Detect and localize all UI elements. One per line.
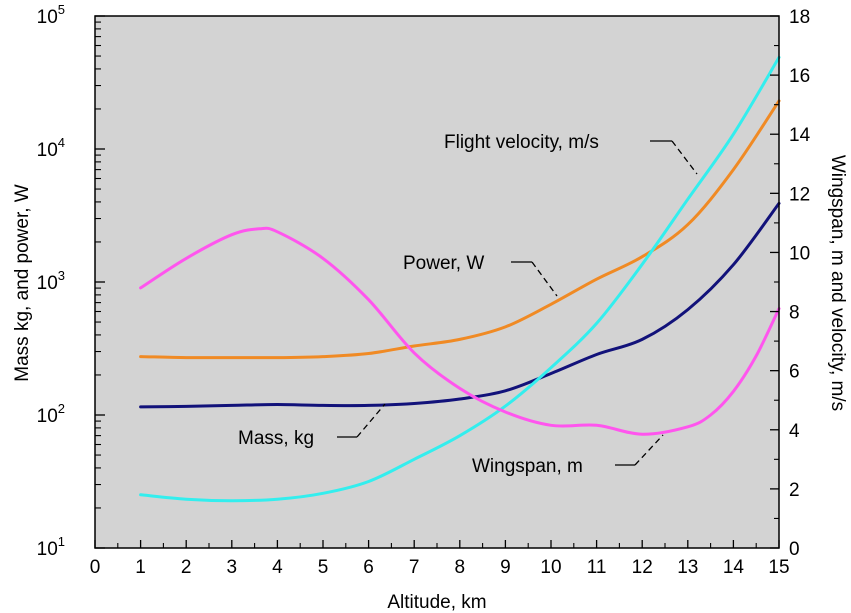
- x-tick-label: 9: [500, 557, 511, 578]
- x-tick-label: 6: [363, 557, 374, 578]
- x-tick-label: 7: [409, 557, 420, 578]
- annotation-layer: Flight velocity, m/s Power, W Mass, kg W…: [238, 132, 698, 477]
- x-tick-label: 11: [587, 557, 607, 578]
- annotation-leader: [531, 261, 558, 297]
- annotation-leader: [634, 434, 664, 466]
- x-tick-label: 2: [181, 557, 192, 578]
- plot-area: [95, 16, 779, 548]
- y-right-tick-label: 0: [789, 539, 800, 560]
- y-left-axis-title: Mass kg, and power, W: [12, 184, 33, 382]
- series-layer: [139, 55, 781, 503]
- y-right-tick-label: 2: [789, 480, 800, 501]
- y-right-tick-label: 14: [789, 125, 811, 146]
- series-line-mass-kg: [139, 201, 781, 409]
- x-tick-label: 14: [723, 557, 745, 578]
- annotation-label: Power, W: [403, 253, 484, 274]
- y-right-tick-label: 18: [789, 7, 810, 28]
- annotation-label: Wingspan, m: [472, 456, 583, 477]
- x-tick-label: 3: [227, 557, 238, 578]
- y-left-tick-label: 102: [37, 401, 65, 427]
- x-tick-label: 5: [318, 557, 329, 578]
- y-right-tick-label: 10: [789, 243, 810, 264]
- annotation-leader: [356, 403, 386, 438]
- y-right-tick-label: 16: [789, 66, 810, 87]
- labels-layer: 0 1 2 3 4 5 6 7 8 9 10 11 12 13 14 15101102103104105024…: [37, 2, 811, 578]
- y-right-tick-label: 8: [789, 303, 800, 324]
- y-left-tick-label: 105: [37, 2, 65, 28]
- annotation-label: Flight velocity, m/s: [444, 132, 599, 153]
- y-right-tick-label: 4: [789, 421, 800, 442]
- x-tick-label: 10: [540, 557, 561, 578]
- x-tick-label: 8: [455, 557, 466, 578]
- series-line-flight-velocity-m-s: [139, 55, 781, 503]
- x-axis-title: Altitude, km: [387, 592, 486, 613]
- annotation-leader: [671, 140, 698, 175]
- y-right-tick-label: 6: [789, 362, 800, 383]
- x-tick-label: 13: [677, 557, 698, 578]
- series-line-wingspan-m: [139, 226, 781, 436]
- x-tick-label: 0: [90, 557, 101, 578]
- y-left-tick-label: 103: [37, 268, 65, 294]
- x-tick-label: 15: [768, 557, 789, 578]
- ticks-layer: [94, 15, 780, 549]
- y-right-tick-label: 12: [789, 184, 810, 205]
- x-tick-label: 4: [272, 557, 283, 578]
- series-line-power-w: [139, 99, 781, 360]
- y-left-tick-label: 101: [37, 534, 65, 560]
- y-left-tick-label: 104: [37, 135, 65, 161]
- x-tick-label: 1: [135, 557, 146, 578]
- x-tick-label: 12: [632, 557, 653, 578]
- annotation-label: Mass, kg: [238, 428, 314, 449]
- y-right-axis-title: Wingspan, m and velocity, m/s: [827, 155, 848, 411]
